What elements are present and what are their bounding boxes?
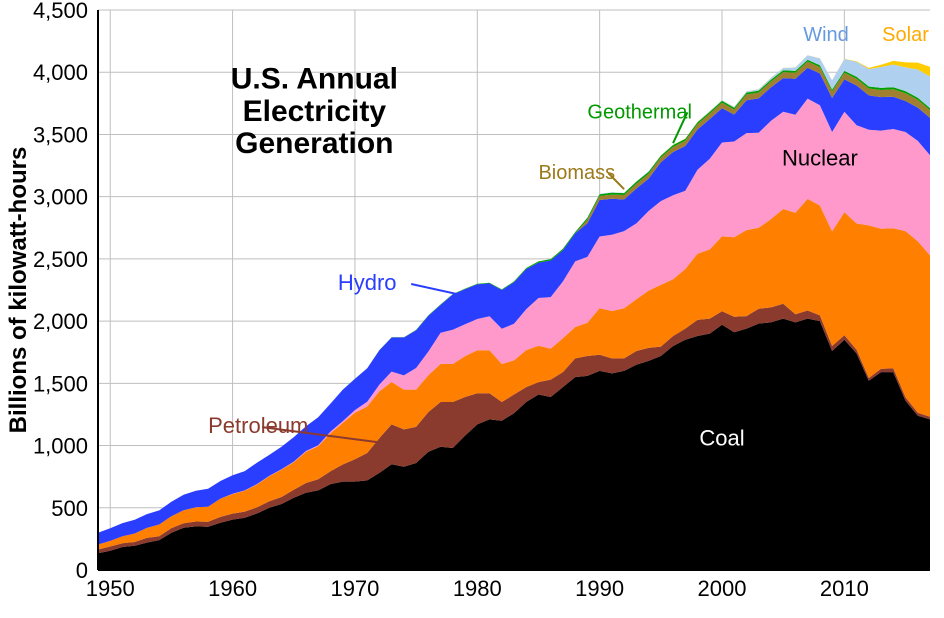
chart-title: U.S. AnnualElectricityGeneration (231, 62, 398, 160)
y-tick-label: 2,000 (33, 309, 88, 334)
series-label-hydro: Hydro (338, 270, 397, 295)
y-tick-label: 4,500 (33, 0, 88, 23)
area-chart: 05001,0001,5002,0002,5003,0003,5004,0004… (0, 0, 944, 618)
series-label-wind: Wind (803, 24, 849, 46)
y-tick-label: 500 (51, 496, 88, 521)
series-label-coal: Coal (699, 426, 744, 451)
x-tick-label: 1960 (208, 576, 257, 601)
x-tick-label: 1980 (453, 576, 502, 601)
y-tick-label: 1,500 (33, 371, 88, 396)
series-label-geothermal: Geothermal (587, 101, 692, 123)
y-tick-label: 3,500 (33, 122, 88, 147)
y-axis-label: Billions of kilowatt-hours (5, 147, 32, 434)
y-tick-label: 4,000 (33, 60, 88, 85)
series-label-gas: Gas (836, 264, 876, 289)
series-label-solar: Solar (882, 24, 929, 46)
x-tick-label: 1950 (86, 576, 135, 601)
x-tick-label: 2000 (698, 576, 747, 601)
series-label-biomass: Biomass (538, 162, 615, 184)
y-tick-label: 2,500 (33, 247, 88, 272)
x-tick-label: 1990 (575, 576, 624, 601)
x-tick-label: 1970 (330, 576, 379, 601)
x-tick-label: 2010 (820, 576, 869, 601)
chart-container: 05001,0001,5002,0002,5003,0003,5004,0004… (0, 0, 944, 618)
y-tick-label: 1,000 (33, 434, 88, 459)
series-label-nuclear: Nuclear (782, 146, 858, 171)
series-label-petroleum: Petroleum (208, 413, 308, 438)
y-tick-label: 3,000 (33, 185, 88, 210)
